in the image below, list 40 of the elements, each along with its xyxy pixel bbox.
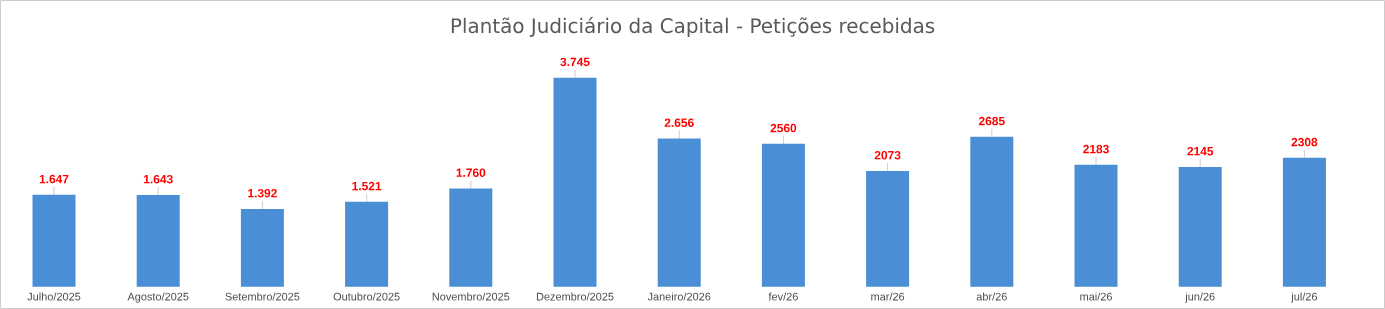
data-label: 2560 [770,123,797,133]
data-label: 1.521 [352,181,382,191]
bar [1282,157,1326,287]
bar [449,188,493,287]
data-label: 3.745 [560,57,590,67]
bar [761,143,805,287]
bar [553,77,597,287]
x-tick-label: fev/26 [768,292,798,301]
x-tick-label: jun/26 [1185,292,1215,303]
x-tick-label: Agosto/2025 [127,292,189,303]
x-tick-label: mai/26 [1080,292,1112,301]
bar [866,170,910,287]
bar [970,136,1014,287]
data-label: 2308 [1291,137,1318,147]
x-tick-label: jul/26 [1291,292,1318,303]
bar [657,138,701,287]
x-tick-label: Outubro/2025 [333,292,400,301]
x-tick-label: mar/26 [871,292,905,301]
data-label: 2145 [1187,146,1214,156]
x-tick-label: Dezembro/2025 [536,292,614,301]
x-tick-label: Janeiro/2026 [647,292,711,301]
bar [1178,166,1222,287]
bar [345,201,389,287]
data-label: 1.760 [456,168,486,177]
data-label: 2685 [978,116,1005,126]
bar [136,194,180,287]
data-label: 2183 [1083,144,1109,154]
x-tick-label: Julho/2025 [27,292,81,301]
bar [32,194,76,287]
data-label: 2.656 [664,118,694,127]
chart-title: Plantão Judiciário da Capital - Petições recebidas [451,16,935,38]
x-tick-label: Novembro/2025 [432,292,510,301]
x-tick-label: Setembro/2025 [225,292,300,301]
bar [1074,164,1118,287]
x-tick-label: abr/26 [976,292,1007,301]
data-label: 1.392 [248,188,277,198]
data-label: 1.647 [39,174,69,184]
data-label: 1.643 [144,174,173,184]
data-label: 2073 [874,150,901,160]
bar [240,208,284,287]
